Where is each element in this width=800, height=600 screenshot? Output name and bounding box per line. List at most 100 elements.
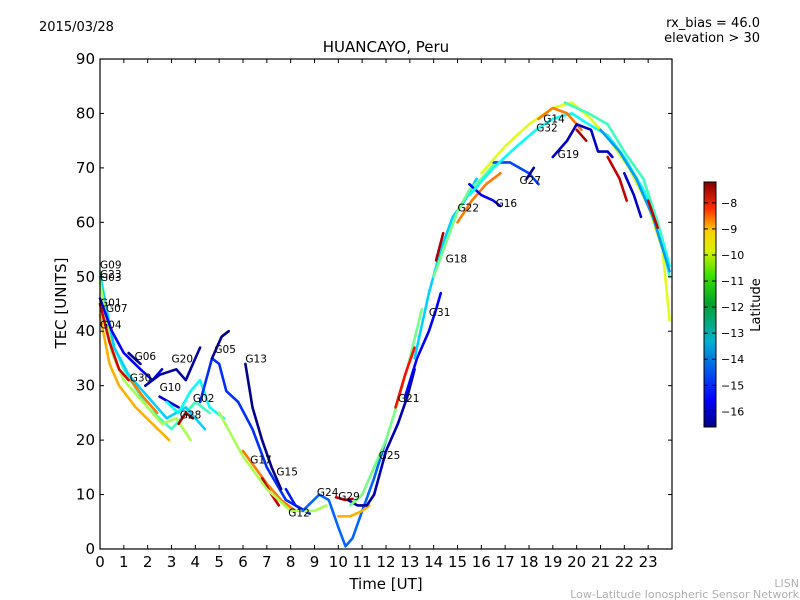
- x-tick-label: 13: [400, 553, 419, 571]
- date-label: 2015/03/28: [39, 20, 114, 35]
- series-line-g02: [165, 378, 226, 420]
- series-line-g28: [177, 411, 195, 426]
- series-line-g23: [98, 275, 207, 431]
- series-line-g04: [98, 313, 171, 442]
- satellite-label: G28: [180, 409, 202, 421]
- y-tick-label: 10: [76, 486, 95, 504]
- y-tick-label: 80: [76, 104, 95, 122]
- y-tick-label: 30: [76, 377, 95, 395]
- x-tick-label: 1: [119, 553, 129, 571]
- satellite-label: G07: [106, 303, 128, 315]
- colorbar-tick-label: −9: [721, 223, 737, 236]
- satellite-label: G03: [100, 272, 122, 284]
- series-line-g20: [144, 346, 202, 387]
- satellite-label: G10: [160, 382, 182, 394]
- colorbar-tick-label: −12: [721, 301, 744, 314]
- y-tick-label: 0: [85, 540, 95, 558]
- y-tick-label: 70: [76, 159, 95, 177]
- x-tick-label: 22: [615, 553, 634, 571]
- satellite-label: G02: [193, 393, 215, 405]
- colorbar-ticks: −8 −9 −10 −11 −12 −13 −14 −15 −16: [704, 197, 744, 418]
- axes-frame: [99, 58, 673, 550]
- x-tick-label: 3: [167, 553, 177, 571]
- series-line-g27b: [525, 166, 536, 181]
- satellite-label: G18: [446, 254, 468, 266]
- x-tick-label: 23: [639, 553, 658, 571]
- series-line-g05: [198, 357, 307, 513]
- elevation-label: elevation > 30: [664, 31, 760, 46]
- y-tick-label: 90: [76, 50, 95, 68]
- footer-org-long: Low-Latitude Ionospheric Sensor Network: [570, 588, 799, 600]
- series-line-g30e: [599, 128, 671, 273]
- satellite-label: G32: [536, 122, 558, 134]
- colorbar-tick-label: −15: [721, 379, 744, 392]
- series-line-g05b: [210, 329, 230, 360]
- satellite-label: G14: [543, 114, 565, 126]
- colorbar: [703, 181, 717, 428]
- satellite-label: G15: [276, 467, 298, 479]
- y-tick-label: 60: [76, 213, 95, 231]
- satellite-label: G29: [338, 491, 360, 503]
- satellite-label: G30: [130, 372, 152, 384]
- y-tick-label: 40: [76, 322, 95, 340]
- x-tick-label: 18: [519, 553, 538, 571]
- series-line-g17: [241, 449, 297, 513]
- series-line-g22: [432, 161, 497, 279]
- series-lines: [98, 101, 671, 548]
- y-axis-label: TEC [UNITS]: [52, 258, 70, 350]
- colorbar-tick-label: −13: [721, 327, 744, 340]
- x-tick-label: 8: [286, 553, 296, 571]
- x-tick-label: 0: [95, 553, 105, 571]
- x-tick-label: 21: [591, 553, 610, 571]
- x-tick-label: 20: [567, 553, 586, 571]
- series-line-g21b: [394, 346, 416, 409]
- satellite-label: G24: [317, 487, 339, 499]
- x-tick-label: 14: [424, 553, 443, 571]
- series-line-g29b: [337, 504, 371, 518]
- satellite-label: G05: [214, 344, 236, 356]
- series-line-g29: [334, 496, 354, 502]
- satellite-label: G01: [100, 298, 122, 310]
- colorbar-tick-label: −11: [721, 275, 744, 288]
- colorbar-tick-label: −8: [721, 197, 737, 210]
- series-line-g19b: [575, 128, 588, 142]
- x-tick-label: 19: [543, 553, 562, 571]
- series-line-g27: [492, 161, 540, 186]
- x-tick-label: 11: [353, 553, 372, 571]
- x-tick-label: 15: [448, 553, 467, 571]
- x-tick-label: 9: [310, 553, 320, 571]
- series-line-g03: [98, 280, 192, 442]
- satellite-label: G16: [496, 198, 518, 210]
- series-line-g25: [349, 308, 424, 507]
- series-line-g05e: [623, 172, 643, 219]
- x-axis-label: Time [UT]: [348, 575, 422, 593]
- axis-ticks: 0 1 2 3 4 5 6 7 8 9 10 11 12 13 14 15 16 17 18 19 20 21 22 2301…: [76, 50, 672, 571]
- series-line-g32: [468, 112, 671, 268]
- series-line-g12: [217, 411, 328, 513]
- y-tick-label: 50: [76, 268, 95, 286]
- y-tick-label: 20: [76, 431, 95, 449]
- x-tick-label: 17: [496, 553, 515, 571]
- series-line-g14b: [537, 106, 583, 132]
- series-line-g09e: [646, 199, 659, 230]
- series-line-g30: [129, 378, 159, 415]
- x-tick-label: 2: [143, 553, 153, 571]
- x-tick-label: 6: [238, 553, 248, 571]
- satellite-label: G19: [558, 149, 580, 161]
- x-tick-label: 5: [214, 553, 224, 571]
- x-tick-label: 4: [191, 553, 201, 571]
- satellite-label: G21: [398, 393, 420, 405]
- satellite-label: G27: [520, 175, 542, 187]
- satellite-label: G04: [100, 320, 122, 332]
- satellite-label: G23: [100, 269, 122, 281]
- rx-bias-label: rx_bias = 46.0: [666, 16, 760, 31]
- satellite-label: G31: [429, 307, 451, 319]
- series-line-g02e: [606, 155, 628, 202]
- satellite-label: G12: [288, 507, 310, 519]
- colorbar-tick-label: −14: [721, 353, 744, 366]
- chart-title: HUANCAYO, Peru: [323, 38, 449, 56]
- satellite-label: G09: [100, 260, 122, 272]
- series-line-g19: [551, 123, 614, 159]
